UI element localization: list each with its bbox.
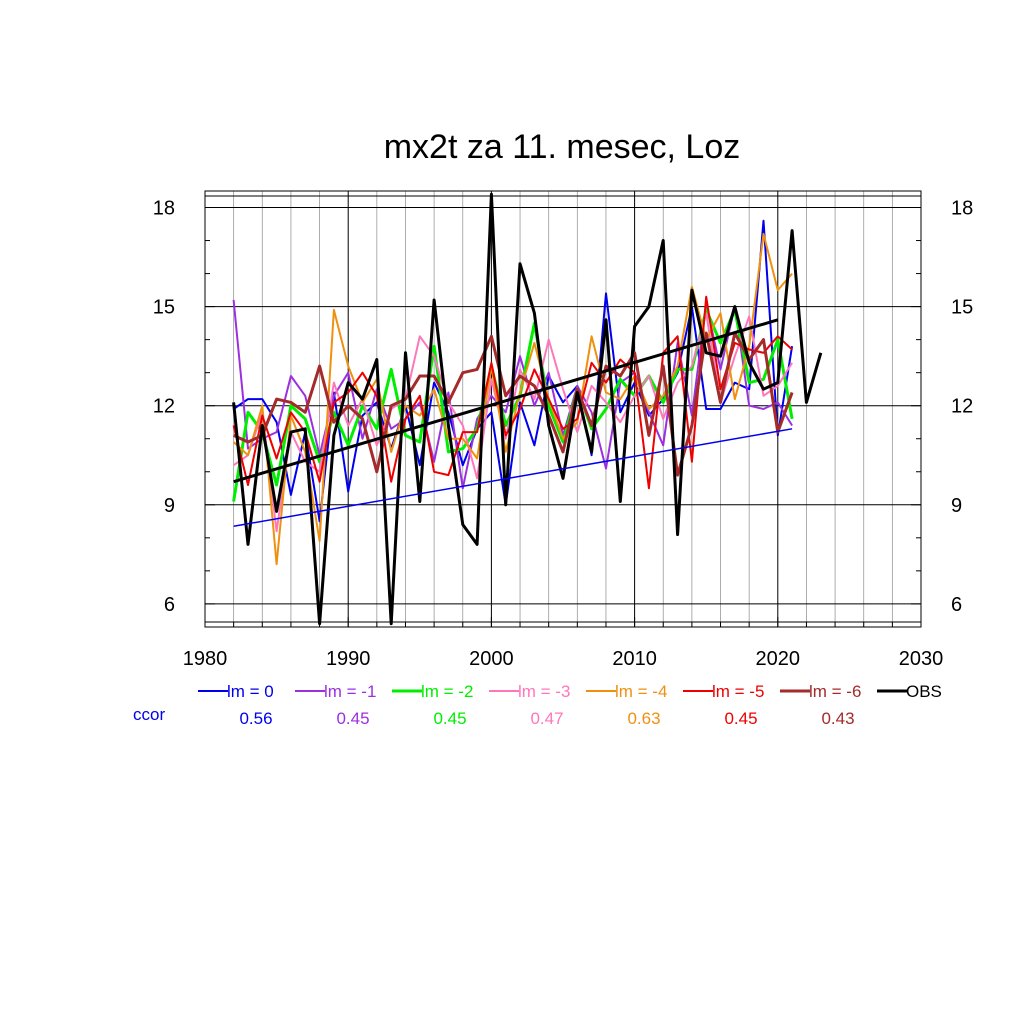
y-tick-label-right: 15 xyxy=(951,297,973,319)
legend-label: lm = -5 xyxy=(712,682,764,701)
ccor-value: 0.56 xyxy=(239,709,272,728)
y-tick-label-left: 6 xyxy=(164,594,175,616)
trend-line xyxy=(233,428,793,527)
ccor-label: ccor xyxy=(133,705,165,724)
y-tick-label-left: 18 xyxy=(153,198,175,220)
y-tick-label-right: 18 xyxy=(951,198,973,220)
ccor-value: 0.47 xyxy=(530,709,563,728)
legend-label: lm = -2 xyxy=(421,682,473,701)
x-tick-label: 2000 xyxy=(469,648,514,670)
trend-line xyxy=(233,318,779,484)
ccor-value: 0.63 xyxy=(627,709,660,728)
chart-title: mx2t za 11. mesec, Loz xyxy=(384,128,741,166)
legend-label: lm = -6 xyxy=(809,682,861,701)
x-tick-label: 1990 xyxy=(326,648,371,670)
legend-label: lm = -4 xyxy=(615,682,667,701)
ccor-value: 0.45 xyxy=(433,709,466,728)
x-tick-label: 2010 xyxy=(612,648,657,670)
ccor-value: 0.43 xyxy=(821,709,854,728)
grid xyxy=(205,191,921,627)
x-tick-label: 2030 xyxy=(899,648,944,670)
y-tick-label-right: 9 xyxy=(951,495,962,517)
y-tick-label-right: 6 xyxy=(951,594,962,616)
x-tick-label: 2020 xyxy=(756,648,801,670)
x-tick-label: 1980 xyxy=(183,648,228,670)
y-tick-label-left: 12 xyxy=(153,396,175,418)
series-line-obs xyxy=(232,192,823,626)
legend-label: lm = -1 xyxy=(324,682,376,701)
series-layer xyxy=(232,192,823,626)
ccor-value: 0.45 xyxy=(724,709,757,728)
legend: lm = 0 0.56 lm = -1 0.45 lm = -2 0.45 lm = -3 0… xyxy=(133,682,942,728)
axes: 1980 1990 2000 2010 2020 2030 6 6 9 9 12 12 15 15 18 18 xyxy=(153,198,974,670)
y-tick-label-left: 15 xyxy=(153,297,175,319)
y-tick-label-left: 9 xyxy=(164,495,175,517)
plot-frame xyxy=(204,190,922,628)
legend-label: OBS xyxy=(906,682,942,701)
legend-label: lm = -3 xyxy=(518,682,570,701)
y-tick-label-right: 12 xyxy=(951,396,973,418)
legend-label: lm = 0 xyxy=(227,682,274,701)
ccor-value: 0.45 xyxy=(336,709,369,728)
